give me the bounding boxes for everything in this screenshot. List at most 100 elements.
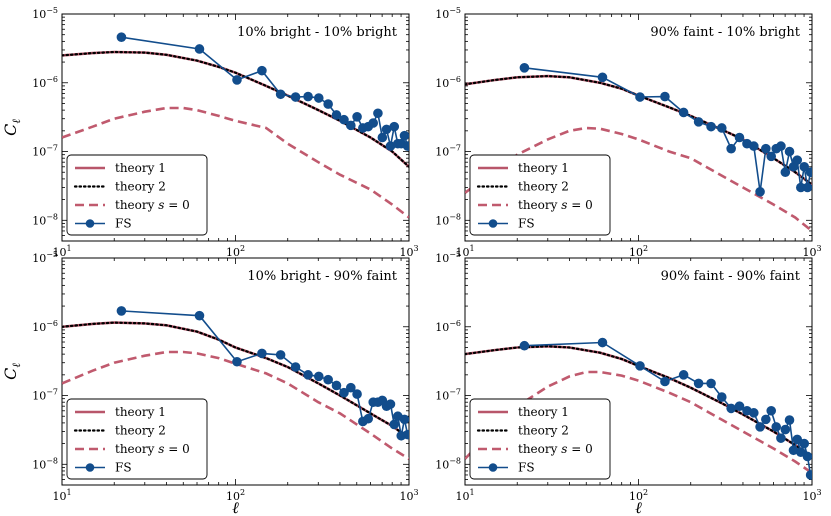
fs-point	[399, 130, 409, 141]
panel-4: 101 102 103 10−8 10−7 10−6 10−5 90% faint - 90%…	[435, 250, 821, 516]
y-tick-label: 10−6	[435, 75, 461, 90]
fs-point	[796, 447, 806, 457]
fs-point	[339, 114, 349, 125]
legend: theory 1 theory 2 theory s = 0 FS	[469, 154, 611, 236]
series-theory-s0	[62, 106, 409, 219]
panel-2: 101 102 103 10−8 10−7 10−6 10−5 90% faint - 10%…	[435, 6, 821, 259]
legend-fs-label: FS	[115, 461, 132, 475]
fs-point	[597, 72, 608, 83]
fs-point	[303, 370, 313, 380]
fs-point	[802, 451, 812, 462]
fs-point	[802, 182, 812, 193]
fs-point	[784, 146, 795, 157]
fs-point	[660, 91, 670, 102]
fs-point	[339, 387, 349, 398]
x-axis-label: ℓ	[232, 498, 239, 516]
legend-fs-marker	[488, 219, 498, 228]
fs-point	[771, 422, 782, 432]
fs-point	[331, 110, 342, 120]
legend: theory 1 theory 2 theory s = 0 FS	[66, 154, 208, 236]
panel-title: 10% bright - 10% bright	[237, 25, 398, 40]
legend: theory 1 theory 2 theory s = 0 FS	[66, 398, 208, 480]
fs-point	[660, 376, 670, 387]
x-tick-label: 101	[455, 244, 474, 259]
legend-theory-s0-label: theory s = 0	[115, 442, 190, 456]
y-tick-label: 10−8	[435, 212, 461, 227]
fs-point	[761, 143, 771, 154]
x-axis-label: ℓ	[635, 498, 642, 516]
panel-title: 90% faint - 10% bright	[650, 25, 800, 40]
series-group	[62, 32, 409, 219]
series-group	[465, 337, 812, 480]
legend-box	[469, 154, 611, 236]
fs-point	[116, 306, 127, 316]
legend-fs-marker	[85, 463, 95, 472]
legend-fs-label: FS	[518, 217, 535, 231]
ticks	[61, 14, 410, 242]
x-tick-label: 103	[399, 488, 418, 503]
fs-point	[635, 361, 645, 371]
fs-point	[749, 141, 759, 151]
fs-point	[678, 107, 689, 118]
fs-point	[313, 371, 324, 382]
fs-point	[706, 121, 716, 132]
fs-point	[194, 44, 205, 54]
fs-point	[257, 65, 267, 76]
series-theory-s0	[465, 370, 812, 474]
y-tick-label: 10−5	[32, 250, 58, 265]
fs-point	[716, 123, 727, 133]
legend-theory-1-label: theory 1	[115, 405, 166, 419]
fs-point	[363, 413, 374, 424]
y-tick-label: 10−7	[435, 144, 461, 159]
fs-point	[792, 155, 803, 165]
fs-point	[402, 429, 409, 440]
fs-point	[389, 419, 400, 430]
legend-theory-s0-label: theory s = 0	[518, 442, 593, 456]
fs-point	[313, 93, 324, 103]
legend-theory-s0-label: theory s = 0	[115, 198, 190, 212]
fs-point	[716, 392, 727, 402]
fs-point	[693, 378, 704, 389]
y-tick-label: 10−5	[435, 6, 461, 21]
fs-point	[519, 63, 530, 73]
panel-title: 90% faint - 90% faint	[661, 269, 801, 284]
x-tick-label: 103	[399, 244, 418, 259]
fs-point	[352, 389, 362, 399]
legend-theory-1-label: theory 1	[518, 405, 569, 419]
fs-point	[402, 141, 409, 151]
y-axis-label: Cℓ	[1, 363, 23, 380]
legend-theory-2-label: theory 2	[115, 424, 166, 438]
fs-point	[749, 408, 759, 418]
fs-point	[761, 414, 771, 425]
y-axis-label: Cℓ	[1, 119, 23, 136]
fs-point	[780, 424, 791, 435]
legend-theory-s0-label: theory s = 0	[518, 198, 593, 212]
fs-point	[275, 350, 286, 360]
series-theory-1	[62, 50, 409, 168]
series-theory-s0	[62, 350, 409, 461]
fs-point	[766, 405, 777, 416]
fs-point	[303, 91, 313, 102]
series-group	[465, 63, 812, 233]
fs-point	[597, 337, 608, 348]
series-group	[62, 306, 409, 461]
x-tick-label: 101	[455, 488, 474, 503]
fs-point	[678, 370, 689, 380]
legend-theory-2-label: theory 2	[115, 180, 166, 194]
x-tick-label: 102	[629, 488, 648, 503]
fs-point	[780, 167, 791, 178]
x-tick-label: 103	[802, 488, 821, 503]
panel-3: 101 102 103 10−8 10−7 10−6 10−5 10% bright - 90…	[1, 250, 419, 516]
panel-1: 101 102 103 10−8 10−7 10−6 10−5 10% bright - 10…	[1, 6, 419, 259]
fs-point	[116, 32, 127, 42]
legend-theory-1-label: theory 1	[115, 161, 166, 175]
legend-box	[66, 398, 208, 480]
y-tick-label: 10−8	[32, 456, 58, 471]
fs-point	[368, 118, 379, 128]
fs-point	[519, 340, 530, 351]
fs-point	[635, 92, 645, 102]
fs-point	[399, 414, 409, 425]
legend-theory-2-label: theory 2	[518, 180, 569, 194]
fs-point	[792, 434, 803, 445]
